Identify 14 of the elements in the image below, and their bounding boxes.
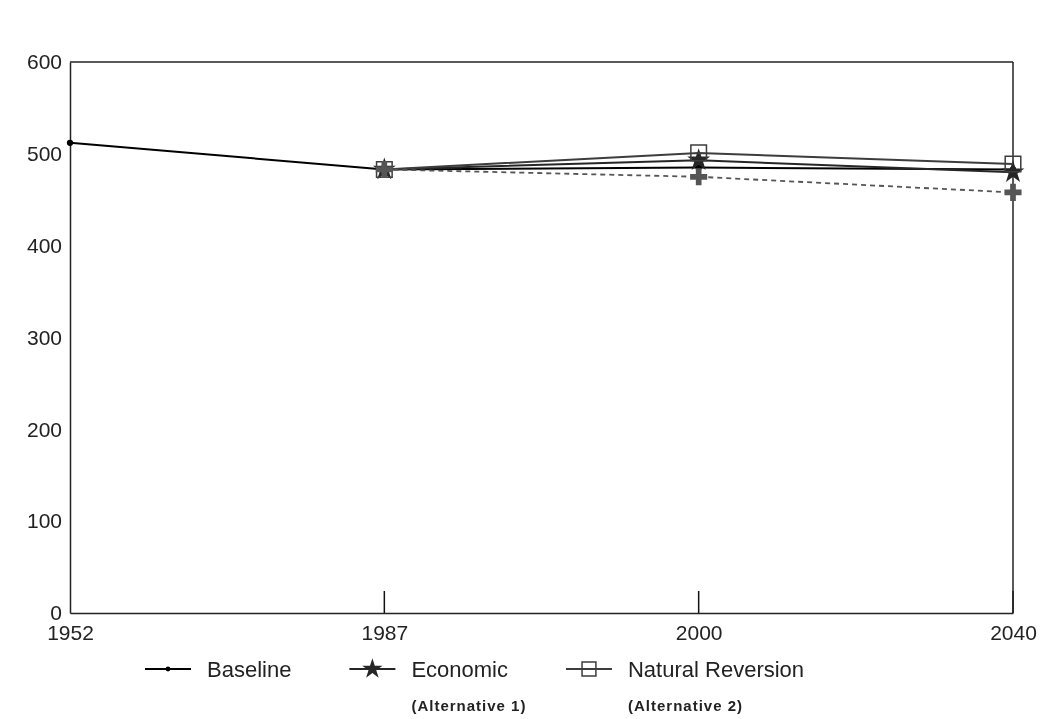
legend-label: Baseline <box>207 657 292 682</box>
x-tick-label: 1987 <box>361 620 409 644</box>
x-tick-label: 2000 <box>675 620 723 644</box>
y-tick-label: 500 <box>26 142 62 166</box>
legend-label: Natural Reversion <box>627 657 805 682</box>
y-tick-label: 200 <box>26 417 62 441</box>
x-tick-label: 2040 <box>990 620 1037 644</box>
y-tick-label: 100 <box>26 509 62 533</box>
text: (Alternative 1) <box>411 697 527 714</box>
y-tick-label: 600 <box>26 50 62 74</box>
text: (Alternative 2) <box>627 697 744 714</box>
y-tick-label: 400 <box>26 233 62 257</box>
legend-label: Economic <box>411 657 508 682</box>
y-tick-label: 300 <box>26 325 62 349</box>
